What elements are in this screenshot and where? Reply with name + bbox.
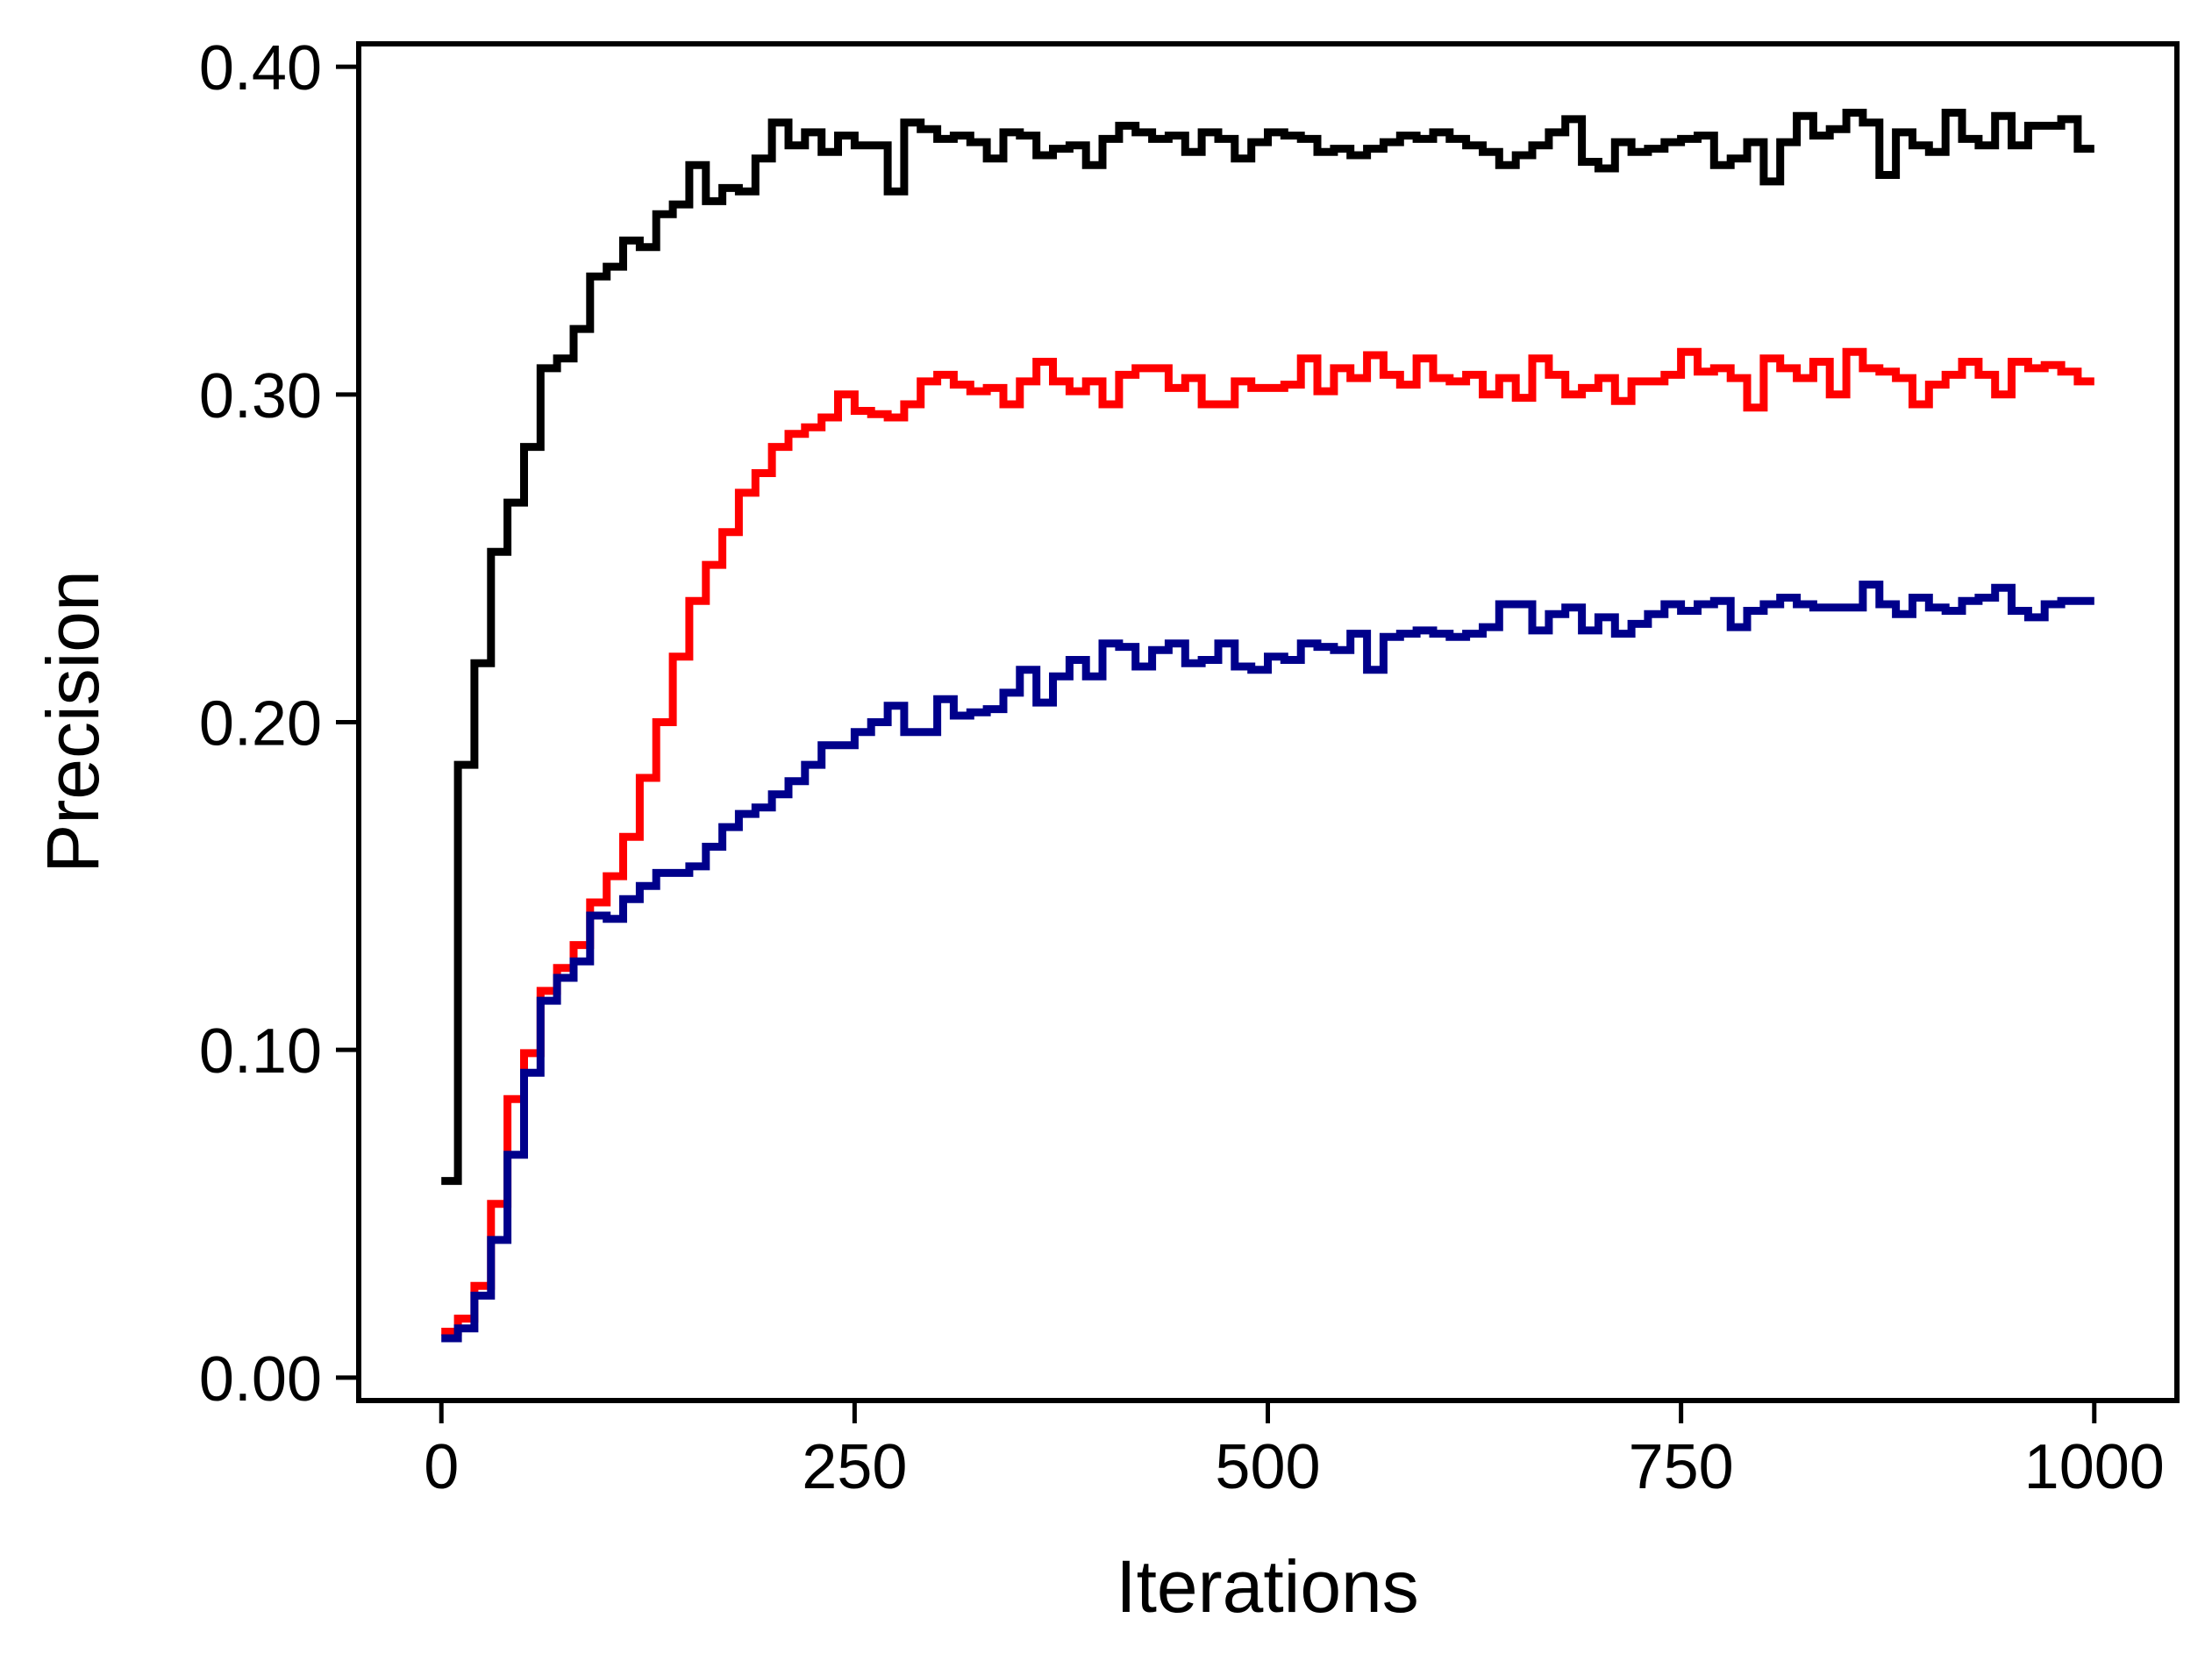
series-layer bbox=[441, 109, 2094, 1343]
x-axis-label: Iterations bbox=[1116, 1545, 1419, 1628]
x-tick-label: 500 bbox=[1215, 1432, 1320, 1502]
y-axis: 0.00 0.10 0.20 0.30 0.40 bbox=[199, 33, 359, 1415]
y-tick-label: 0.30 bbox=[199, 361, 322, 431]
y-tick-label: 0.10 bbox=[199, 1016, 322, 1087]
x-axis: 0 250 500 750 1000 bbox=[424, 1401, 2165, 1502]
series-line-2 bbox=[441, 347, 2094, 1336]
series-line-3 bbox=[441, 581, 2094, 1343]
y-tick-label: 0.20 bbox=[199, 689, 322, 759]
series-line-1 bbox=[441, 109, 2094, 1186]
y-tick-label: 0.00 bbox=[199, 1344, 322, 1415]
y-axis-label: Precision bbox=[32, 570, 114, 873]
y-tick-label: 0.40 bbox=[199, 33, 322, 103]
plot-frame bbox=[356, 41, 2180, 1403]
x-tick-label: 0 bbox=[424, 1432, 459, 1502]
x-tick-label: 1000 bbox=[2024, 1432, 2165, 1502]
x-tick-label: 250 bbox=[802, 1432, 907, 1502]
x-tick-label: 750 bbox=[1629, 1432, 1734, 1502]
